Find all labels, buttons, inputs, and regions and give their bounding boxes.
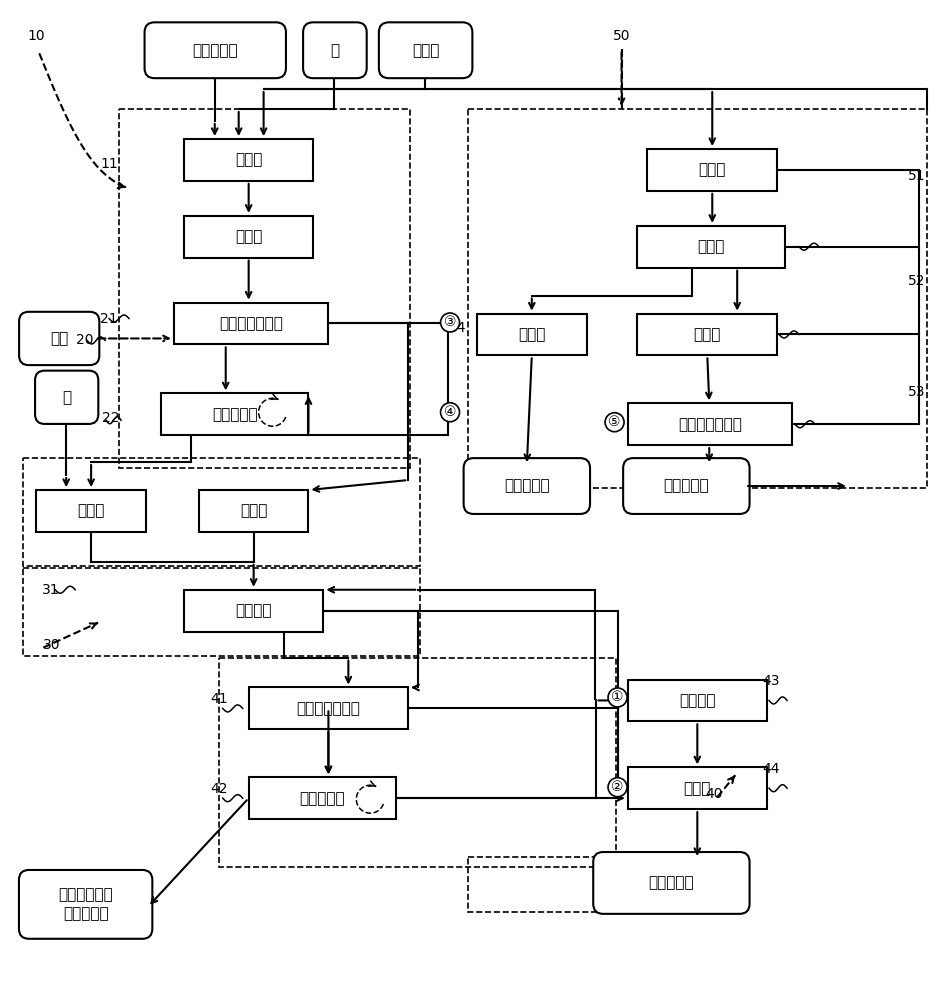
Text: 蒸发室: 蒸发室	[519, 327, 546, 342]
Bar	[119, 109, 410, 468]
Text: 酸浸出槽: 酸浸出槽	[235, 603, 271, 618]
Bar	[627, 403, 792, 445]
FancyBboxPatch shape	[379, 22, 473, 78]
Text: 54: 54	[449, 321, 467, 335]
Bar	[468, 109, 927, 488]
Bar	[249, 777, 396, 819]
Text: 第四淋洗头: 第四淋洗头	[212, 407, 257, 422]
Bar	[637, 314, 777, 355]
Text: 21: 21	[100, 312, 118, 326]
Bar	[183, 590, 324, 632]
Text: 43: 43	[762, 674, 780, 688]
Text: 51: 51	[908, 169, 926, 183]
FancyBboxPatch shape	[19, 312, 99, 365]
Text: 混匀池: 混匀池	[78, 503, 105, 518]
Text: 42: 42	[210, 782, 227, 796]
FancyBboxPatch shape	[463, 458, 590, 514]
FancyBboxPatch shape	[144, 22, 285, 78]
Text: 10: 10	[27, 29, 45, 43]
Bar	[627, 680, 768, 721]
Text: 22: 22	[102, 411, 120, 425]
Text: 非钙硫酸盐: 非钙硫酸盐	[504, 479, 549, 494]
Text: 31: 31	[42, 583, 60, 597]
Text: ①: ①	[611, 690, 623, 704]
Bar	[249, 687, 408, 729]
Text: 第三固液分离器: 第三固液分离器	[678, 417, 741, 432]
Bar	[23, 458, 420, 566]
Bar	[174, 303, 329, 344]
Bar	[37, 490, 146, 532]
Text: ④: ④	[444, 405, 457, 419]
Text: 30: 30	[42, 638, 60, 652]
Text: 53: 53	[908, 385, 926, 399]
Text: 调酸度槽: 调酸度槽	[679, 693, 715, 708]
Text: 浸出槽: 浸出槽	[235, 229, 262, 244]
Text: ③: ③	[444, 315, 457, 329]
Text: 冷却室: 冷却室	[694, 327, 721, 342]
Text: 第三淋洗头: 第三淋洗头	[300, 791, 345, 806]
Bar	[183, 139, 314, 181]
Text: 水: 水	[330, 43, 340, 58]
Text: 44: 44	[762, 762, 780, 776]
Text: 50: 50	[613, 29, 630, 43]
Text: 浸出剂: 浸出剂	[412, 43, 439, 58]
Text: ⑤: ⑤	[608, 415, 621, 429]
Bar	[477, 314, 587, 355]
Bar	[161, 393, 309, 435]
Text: 蒸发器: 蒸发器	[683, 781, 711, 796]
FancyBboxPatch shape	[593, 852, 750, 914]
Text: 去除碳酸盐的
含氟固废物: 去除碳酸盐的 含氟固废物	[58, 888, 113, 921]
Text: ②: ②	[611, 780, 623, 794]
FancyBboxPatch shape	[303, 22, 367, 78]
Text: 40: 40	[706, 787, 723, 801]
Text: 含氟固废物: 含氟固废物	[193, 43, 238, 58]
Bar	[637, 226, 785, 268]
Text: 混匀池: 混匀池	[698, 162, 726, 177]
Text: 混匀池: 混匀池	[240, 503, 268, 518]
Text: 52: 52	[908, 274, 926, 288]
FancyBboxPatch shape	[35, 371, 98, 424]
Text: 混匀池: 混匀池	[235, 152, 262, 167]
Text: 第一固液分离器: 第一固液分离器	[297, 701, 360, 716]
Bar	[648, 149, 777, 191]
Text: 11: 11	[100, 157, 118, 171]
Text: 非钙碳酸盐: 非钙碳酸盐	[664, 479, 709, 494]
Bar	[219, 658, 616, 867]
Bar	[627, 767, 768, 809]
Text: 20: 20	[77, 333, 94, 347]
Text: 41: 41	[210, 692, 227, 706]
Text: 蒸馏器: 蒸馏器	[697, 239, 725, 254]
Text: 氯化钙固体: 氯化钙固体	[649, 875, 695, 890]
Bar	[198, 490, 309, 532]
Text: 第二固液分离器: 第二固液分离器	[219, 316, 283, 331]
FancyBboxPatch shape	[19, 870, 153, 939]
Bar	[23, 568, 420, 656]
Bar	[468, 857, 695, 912]
FancyBboxPatch shape	[623, 458, 750, 514]
Bar	[183, 216, 314, 258]
Text: 盐酸: 盐酸	[51, 331, 68, 346]
Text: 水: 水	[62, 390, 71, 405]
